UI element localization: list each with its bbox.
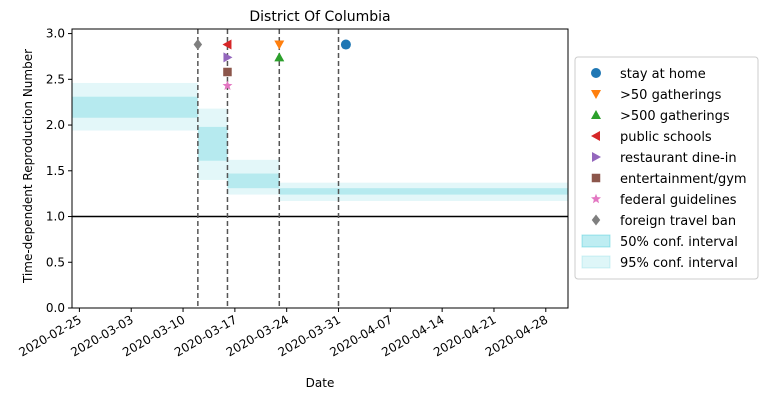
legend-label-3: public schools — [620, 130, 712, 145]
ci95-band-2 — [227, 159, 280, 195]
y-tick-label-4: 2.0 — [46, 118, 65, 132]
legend-label-6: federal guidelines — [620, 193, 737, 208]
legend-marker-5 — [591, 173, 601, 183]
intervention-marker-6 — [222, 80, 233, 90]
legend-label-8: 50% conf. interval — [620, 235, 738, 250]
ci50-band-0 — [72, 96, 198, 118]
legend-marker-7 — [591, 214, 601, 226]
plot-area: 0.00.51.01.52.02.53.02020-02-252020-03-0… — [16, 27, 569, 359]
intervention-marker-1 — [274, 40, 285, 50]
legend-box — [574, 56, 759, 280]
plot-frame — [71, 28, 569, 309]
y-tick-label-1: 0.5 — [46, 255, 65, 269]
x-axis-title: Date — [306, 376, 335, 390]
chart-title: District Of Columbia — [249, 9, 390, 25]
y-tick-label-6: 3.0 — [46, 27, 65, 41]
ci50-band-2 — [227, 173, 280, 189]
intervention-marker-3 — [222, 39, 232, 50]
legend-marker-2 — [591, 110, 601, 119]
y-axis-title: Time-dependent Reproduction Number — [21, 49, 35, 284]
legend-label-2: >500 gatherings — [620, 109, 730, 124]
intervention-marker-2 — [274, 52, 285, 62]
y-tick-label-2: 1.0 — [46, 210, 65, 224]
legend-label-9: 95% conf. interval — [620, 256, 738, 271]
intervention-marker-7 — [193, 39, 203, 51]
legend-marker-4 — [592, 152, 601, 162]
intervention-marker-0 — [340, 39, 351, 50]
ci95-band-1 — [197, 108, 228, 180]
legend: stay at home >50 gatherings >500 gathering… — [574, 56, 759, 280]
intervention-marker-4 — [223, 52, 233, 63]
legend-label-0: stay at home — [620, 67, 706, 82]
legend-label-4: restaurant dine-in — [620, 151, 737, 166]
legend-marker-3 — [591, 131, 600, 141]
legend-marker-1 — [591, 90, 601, 99]
y-tick-label-0: 0.0 — [46, 301, 65, 315]
plot-clipped — [72, 29, 568, 308]
legend-swatch-9 — [581, 255, 611, 269]
ci95-band-3 — [279, 182, 568, 201]
legend-label-1: >50 gatherings — [620, 88, 722, 103]
y-tick-label-3: 1.5 — [46, 164, 65, 178]
legend-marker-0 — [591, 68, 601, 78]
y-tick-label-5: 2.5 — [46, 72, 65, 86]
legend-label-7: foreign travel ban — [620, 214, 736, 229]
intervention-marker-5 — [223, 67, 232, 77]
legend-marker-6 — [591, 193, 601, 204]
ci50-band-1 — [197, 126, 228, 161]
ci95-band-0 — [72, 82, 198, 131]
legend-swatch-8 — [581, 234, 611, 248]
legend-label-5: entertainment/gym — [620, 172, 747, 187]
ci50-band-3 — [279, 188, 568, 195]
